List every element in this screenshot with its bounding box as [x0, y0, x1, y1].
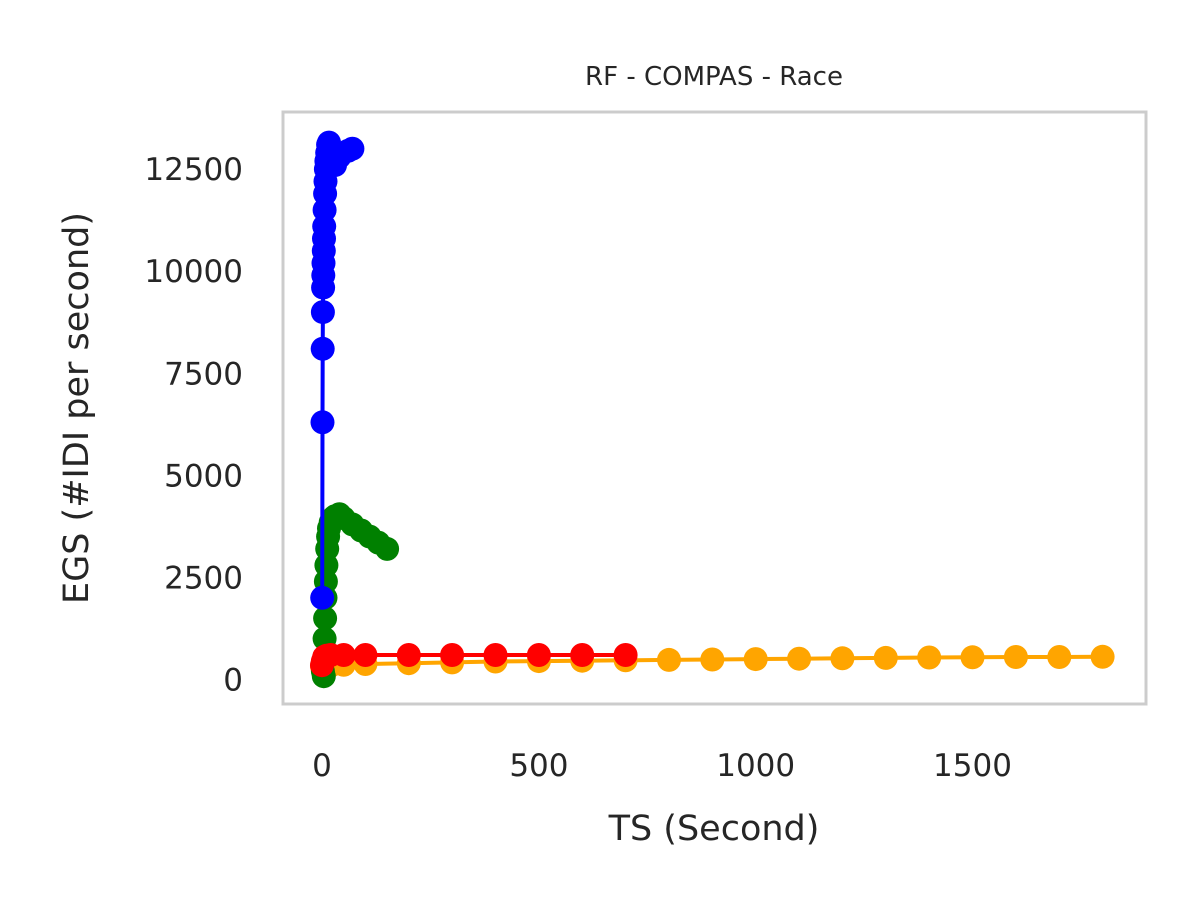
- series-1-point: [375, 536, 400, 561]
- series-0-point: [1090, 644, 1115, 669]
- series-2-point: [310, 336, 335, 361]
- series-2-point: [340, 136, 365, 161]
- series-3-point: [570, 643, 595, 667]
- y-tick-label: 10000: [144, 254, 243, 290]
- series-0-point: [657, 647, 681, 672]
- series-0-point: [1047, 645, 1072, 669]
- series-0-point: [830, 646, 855, 671]
- series-0: [310, 644, 1115, 679]
- series-0-point: [873, 645, 898, 670]
- series-3-point: [331, 643, 356, 667]
- x-tick-label: 1500: [933, 748, 1012, 784]
- series-0-point: [787, 646, 812, 671]
- x-axis-ticks: 0 500 1000 1500: [312, 748, 1012, 784]
- y-tick-label: 0: [223, 663, 243, 699]
- series-2-point: [310, 585, 335, 610]
- series-3-point: [353, 643, 378, 667]
- series-0-point: [743, 647, 768, 672]
- chart-title: RF - COMPAS - Race: [585, 62, 843, 92]
- y-tick-label: 12500: [144, 152, 243, 188]
- series-0-point: [700, 647, 725, 672]
- x-tick-label: 0: [312, 748, 332, 784]
- series-3: [310, 643, 638, 678]
- series-1-point: [313, 606, 338, 631]
- series-0-point: [1003, 645, 1028, 669]
- series-3-point: [526, 643, 551, 667]
- plot-frame: [281, 110, 1148, 706]
- x-tick-label: 1000: [716, 748, 795, 784]
- series-2: [310, 130, 365, 610]
- series-3-point: [613, 643, 638, 667]
- y-axis-ticks: 0 2500 5000 7500 10000 12500: [144, 152, 243, 698]
- y-tick-label: 5000: [164, 458, 243, 494]
- y-axis-label: EGS (#IDI per second): [57, 212, 97, 604]
- plot-area: [310, 130, 1115, 689]
- series-3-point: [483, 643, 508, 667]
- x-tick-label: 500: [509, 748, 568, 784]
- y-tick-label: 7500: [164, 356, 243, 392]
- series-2-point: [310, 410, 335, 435]
- series-3-point: [440, 643, 465, 667]
- series-0-point: [960, 645, 985, 670]
- series-3-point: [396, 643, 421, 667]
- x-axis-label: TS (Second): [608, 809, 820, 849]
- series-2-point: [310, 300, 335, 325]
- y-tick-label: 2500: [164, 560, 243, 596]
- series-0-point: [917, 645, 942, 670]
